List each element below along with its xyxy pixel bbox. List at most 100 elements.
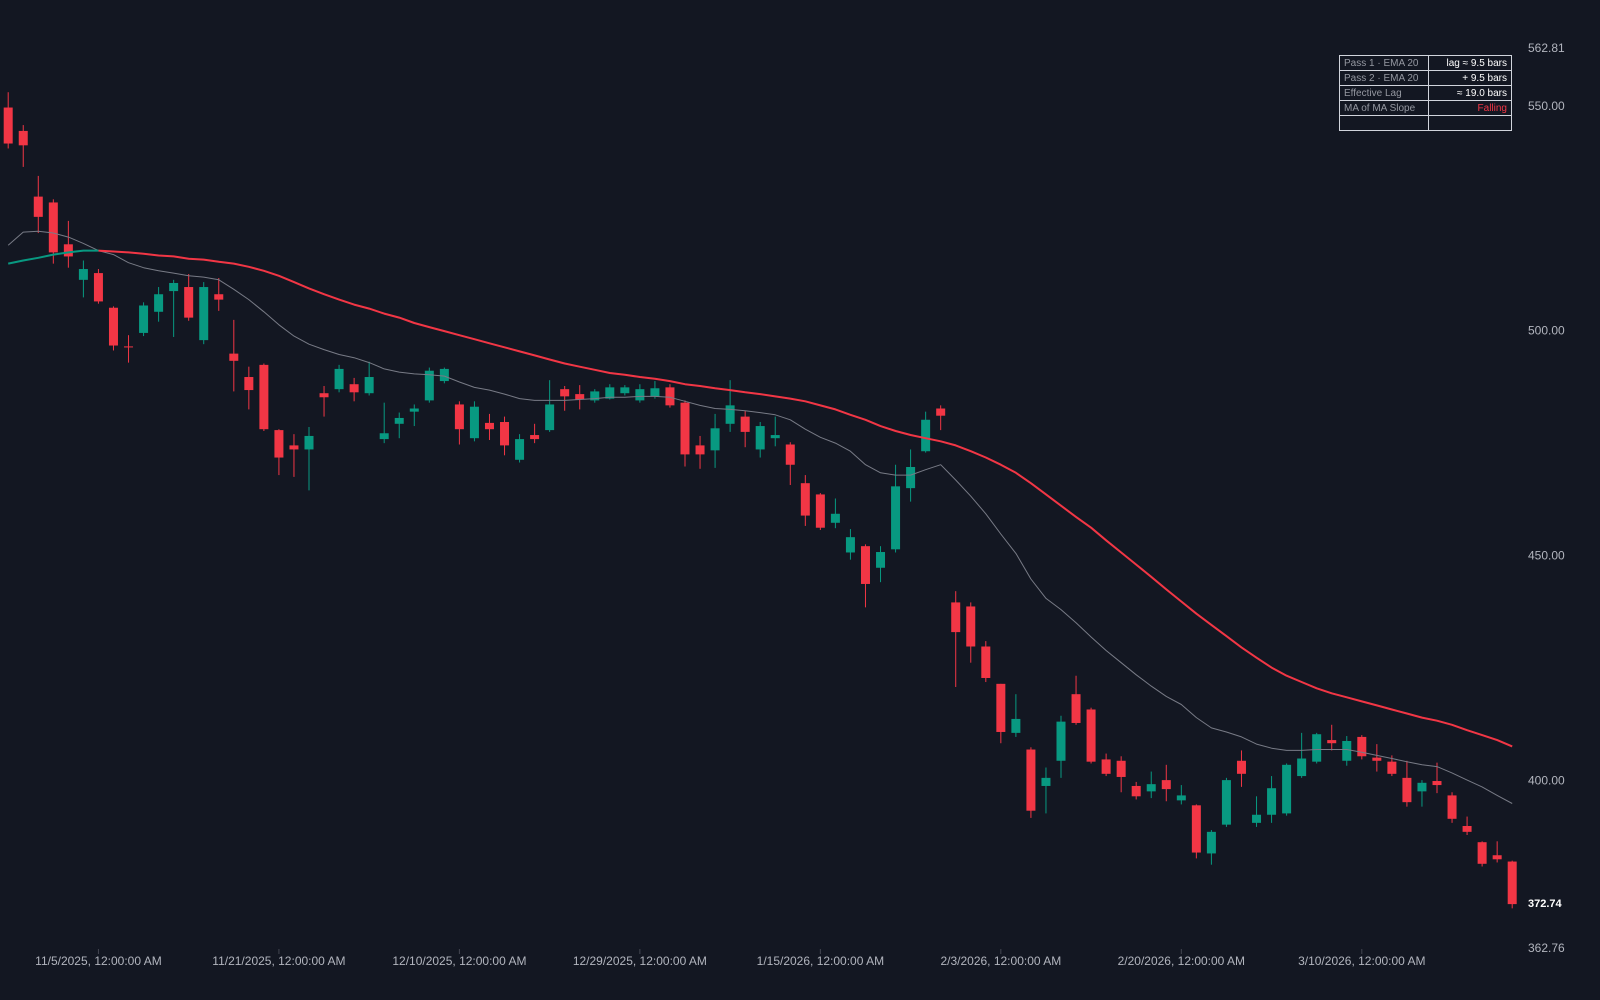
candle-body [951,602,961,633]
x-tick-label: 2/20/2026, 12:00:00 AM [1118,954,1245,968]
x-tick-label: 3/10/2026, 12:00:00 AM [1298,954,1425,968]
candle-body [996,683,1006,732]
table-cell: MA of MA Slope [1339,100,1429,116]
candle-body [620,387,630,394]
candle-body [139,305,149,333]
candle-body [1507,861,1517,905]
candle-body [244,377,254,391]
candle-body [1146,784,1156,792]
x-tick-label: 12/29/2025, 12:00:00 AM [573,954,707,968]
table-row: Effective Lag ≈ 19.0 bars [1339,85,1512,101]
table-cell: Pass 1 · EMA 20 [1339,55,1429,71]
table-cell: ≈ 19.0 bars [1428,85,1512,101]
candle-body [1327,740,1337,744]
candle-body [1267,788,1277,815]
candle-body [409,408,419,412]
candle-body [1071,694,1081,723]
ema-line [7,230,1513,804]
x-tick-label: 1/15/2026, 12:00:00 AM [757,954,884,968]
candle-body [830,513,840,523]
table-row: Pass 2 · EMA 20 + 9.5 bars [1339,70,1512,86]
candle-body [860,546,870,584]
candle-body [439,368,449,382]
table-cell [1428,115,1512,131]
candle-body [575,394,585,400]
candle-body [319,393,329,398]
x-tick-label: 11/5/2025, 12:00:00 AM [35,954,162,968]
candle-body [1206,831,1216,854]
candle-body [605,387,615,399]
candle-body [1221,780,1231,825]
candle-body [1086,709,1096,762]
y-tick-label: 500.00 [1528,324,1565,338]
candle-body [1131,785,1141,797]
candle-body [515,439,525,460]
candle-body [845,537,855,553]
candle-body [1417,782,1427,792]
candle-body [274,430,284,458]
candle-body [424,370,434,401]
candle-body [680,402,690,455]
candle-body [530,435,540,440]
candle-body [1342,740,1352,761]
candle-body [500,422,510,446]
candle-body [199,287,209,341]
candle-body [3,107,13,144]
candle-body [1056,721,1066,761]
table-row: Pass 1 · EMA 20 lag ≈ 9.5 bars [1339,55,1512,71]
candle-body [184,287,194,318]
table-cell: Effective Lag [1339,85,1429,101]
candle-body [169,282,179,292]
candle-body [349,384,359,393]
candle-body [1101,759,1111,774]
candle-body [1252,814,1262,823]
candle-body [590,391,600,401]
candle-body [800,483,810,516]
candle-body [63,244,73,257]
candle-body [1447,795,1457,819]
y-tick-label: 362.76 [1528,941,1565,955]
candle-body [289,445,299,450]
candle-body [1011,718,1021,733]
candle-body [560,389,570,397]
candle-body [785,444,795,465]
y-tick-label: 550.00 [1528,99,1565,113]
candle-body [48,202,58,253]
table-row [1339,115,1512,131]
table-cell: lag ≈ 9.5 bars [1428,55,1512,71]
candle-body [259,364,269,430]
candle-body [1312,734,1322,762]
candle-body [695,445,705,455]
candle-body [454,404,464,430]
last-price-label: 372.74 [1528,898,1563,910]
candle-body [755,426,765,450]
x-tick-label: 12/10/2025, 12:00:00 AM [392,954,526,968]
candle-body [33,196,43,217]
candle-body [229,353,239,361]
candle-body [665,387,675,406]
candle-body [214,294,224,300]
candle-body [936,408,946,416]
candle-body [635,389,645,401]
y-tick-label: 400.00 [1528,774,1565,788]
candle-body [1116,760,1126,777]
table-cell: Pass 2 · EMA 20 [1339,70,1429,86]
table-cell [1339,115,1429,131]
candle-body [78,269,88,280]
candle-body [1026,749,1036,811]
candle-body [1462,826,1472,832]
candle-body [815,494,825,528]
candle-body [1191,805,1201,853]
candle-body [379,433,389,440]
table-cell: + 9.5 bars [1428,70,1512,86]
y-tick-label: 450.00 [1528,549,1565,563]
candle-body [1387,761,1397,774]
candle-body [740,416,750,432]
candle-body [876,552,886,568]
candle-body [906,466,916,489]
candle-body [981,646,991,678]
candle-body [154,294,164,312]
candle-body [650,388,660,397]
